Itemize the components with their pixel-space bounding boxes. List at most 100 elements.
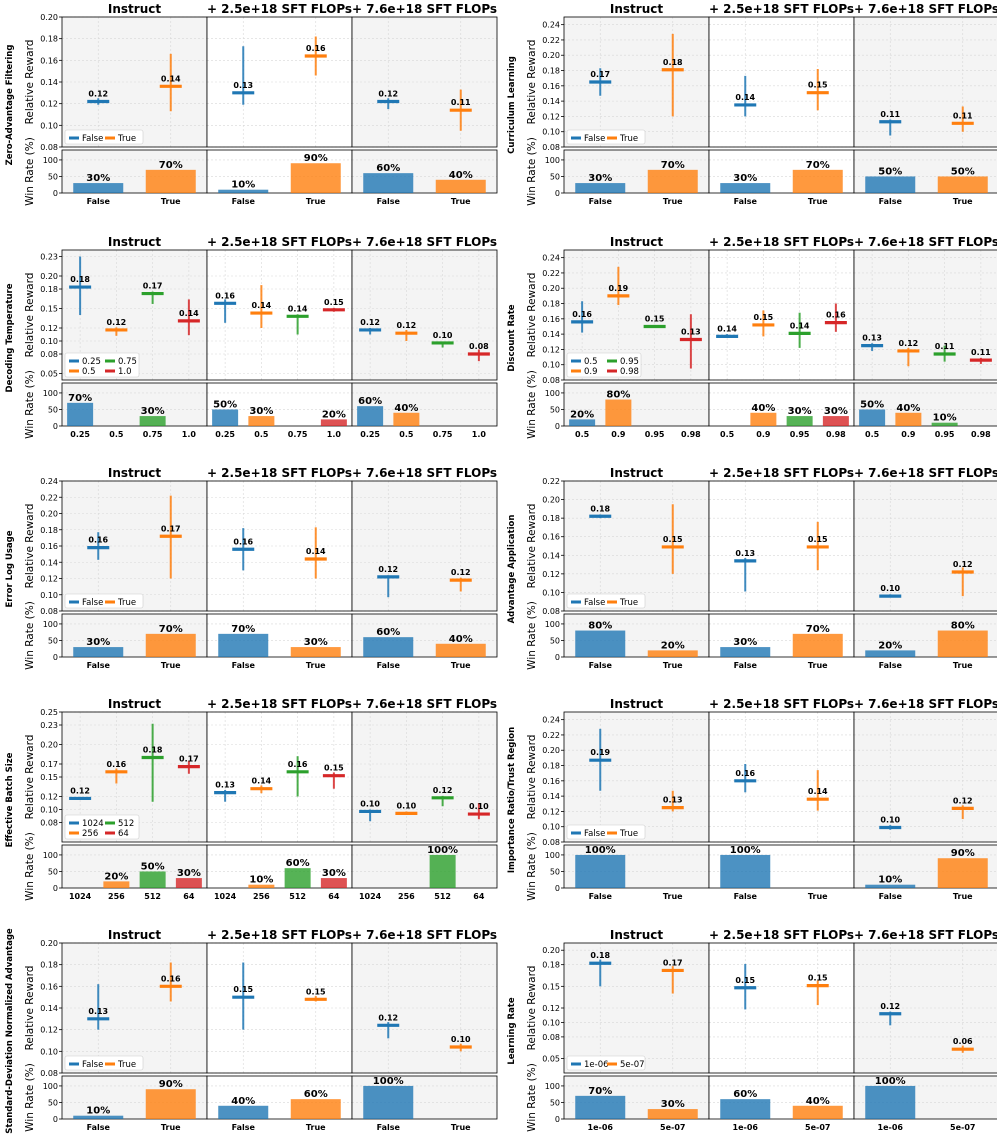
value-label: 0.10 [469, 802, 489, 811]
x-tick-label: 1.0 [472, 430, 487, 439]
legend-box [64, 129, 144, 145]
win-label: 60% [376, 627, 400, 638]
panel-1: + 2.5e+18 SFT FLOPs 0.14 0.5 0.15 40% 0.9 0.14… [708, 235, 855, 439]
column-title: + 2.5e+18 SFT FLOPs [207, 235, 352, 249]
win-label: 30% [86, 173, 110, 184]
panel-background [564, 481, 709, 611]
panel-2: + 7.6e+18 SFT FLOPs 0.13 50% 0.5 0.12 40% 0.9 0… [853, 235, 997, 439]
y-tick-label: 0.20 [542, 51, 560, 60]
x-tick-label: 0.9 [611, 430, 626, 439]
x-tick-label: 0.95 [790, 430, 810, 439]
x-tick-label: True [161, 661, 181, 670]
value-label: 0.18 [70, 275, 90, 284]
panel-1: + 2.5e+18 SFT FLOPs 0.13 10% False 0.16 90% Tr… [206, 2, 353, 206]
panel-2: + 7.6e+18 SFT FLOPs 0.12 60% 0.25 0.12 40% 0.5… [351, 235, 498, 439]
value-label: 0.14 [288, 304, 308, 313]
x-tick-label: 64 [328, 892, 340, 901]
column-title: Instruct [108, 2, 161, 16]
value-label: 0.15 [808, 974, 828, 983]
value-label: 0.16 [107, 760, 127, 769]
legend: False True [566, 129, 646, 145]
legend: False True [64, 129, 144, 145]
column-title: + 2.5e+18 SFT FLOPs [207, 466, 352, 480]
y-tick-label: 0.12 [40, 793, 58, 802]
win-tick-label: 0 [53, 189, 58, 198]
legend-label: 0.5 [82, 367, 96, 377]
win-bar [647, 650, 698, 657]
y-tick-label: 0.18 [542, 514, 560, 523]
x-tick-label: 5e-07 [660, 1123, 685, 1132]
value-label: 0.16 [233, 537, 253, 546]
value-label: 0.15 [306, 987, 326, 996]
column-title: Instruct [610, 928, 663, 942]
value-label: 0.10 [397, 801, 417, 810]
win-bar [720, 183, 771, 193]
win-label: 10% [86, 1106, 110, 1117]
win-bar [575, 1095, 626, 1119]
legend-box [64, 1055, 144, 1071]
panel-1: + 2.5e+18 SFT FLOPs 0.15 40% False 0.15 60% Tr… [206, 928, 353, 1132]
x-tick-label: True [953, 892, 973, 901]
win-bar [895, 412, 922, 426]
chart-0: Zero-Advantage Filtering Relative Reward W… [5, 2, 498, 206]
panel-0: Instruct 0.12 1024 0.16 20% 256 0.18 50% 512 0.17… [40, 697, 208, 901]
win-label: 60% [733, 1089, 757, 1100]
win-label: 60% [358, 396, 382, 407]
win-bar [859, 409, 886, 426]
win-label: 30% [86, 637, 110, 648]
value-label: 0.12 [378, 565, 398, 574]
win-frame [853, 613, 997, 658]
row-label: Discount Rate [507, 304, 517, 371]
win-bar [248, 884, 275, 888]
x-tick-label: False [734, 661, 758, 670]
x-tick-label: 1e-06 [878, 1123, 904, 1132]
y-tick-label: 0.14 [542, 792, 560, 801]
value-label: 0.18 [663, 58, 683, 67]
win-bar [720, 854, 771, 888]
win-tick-label: 0 [555, 653, 560, 662]
value-label: 0.11 [880, 110, 900, 119]
win-label: 70% [159, 160, 183, 171]
win-bar [750, 412, 777, 426]
x-tick-label: True [306, 197, 326, 206]
win-bar [248, 416, 275, 426]
win-axis-label: Win Rate (%) [24, 832, 36, 901]
win-bar [865, 884, 916, 888]
legend-box [64, 814, 140, 840]
y-tick-label: 0.24 [542, 716, 560, 725]
value-label: 0.13 [88, 1007, 108, 1016]
win-bar [435, 643, 486, 657]
value-label: 0.10 [880, 815, 900, 824]
win-tick-label: 0 [555, 189, 560, 198]
panel-frame [853, 480, 997, 612]
x-tick-label: False [377, 197, 401, 206]
value-label: 0.15 [645, 314, 665, 323]
x-tick-label: False [87, 661, 111, 670]
x-tick-label: False [232, 661, 256, 670]
value-label: 0.15 [324, 764, 344, 773]
win-bar [786, 416, 813, 426]
column-title: + 7.6e+18 SFT FLOPs [352, 466, 497, 480]
win-bar [435, 179, 486, 193]
y-tick-label: 0.18 [542, 300, 560, 309]
y-tick-label: 0.08 [40, 819, 58, 828]
value-label: 0.12 [70, 786, 90, 795]
x-tick-label: False [87, 197, 111, 206]
win-label: 40% [449, 170, 473, 181]
y-tick-label: 0.16 [542, 315, 560, 324]
y-tick-label: 0.16 [40, 982, 58, 991]
column-title: Instruct [108, 928, 161, 942]
win-bar [937, 858, 988, 888]
win-tick-label: 50 [550, 405, 560, 414]
value-label: 0.14 [252, 777, 272, 786]
value-label: 0.14 [790, 321, 810, 330]
panel-0: Instruct0.1870%1e-060.1730%5e-070.050.08… [542, 928, 710, 1132]
x-tick-label: False [589, 197, 613, 206]
win-bar [284, 868, 311, 888]
win-tick-label: 50 [550, 867, 560, 876]
win-tick-label: 50 [550, 172, 560, 181]
win-tick-label: 100 [43, 156, 58, 165]
legend-label: 0.5 [584, 357, 598, 367]
x-tick-label: 5e-07 [805, 1123, 830, 1132]
x-tick-label: True [161, 197, 181, 206]
